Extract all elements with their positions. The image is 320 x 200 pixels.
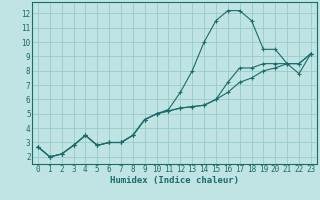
X-axis label: Humidex (Indice chaleur): Humidex (Indice chaleur) <box>110 176 239 185</box>
